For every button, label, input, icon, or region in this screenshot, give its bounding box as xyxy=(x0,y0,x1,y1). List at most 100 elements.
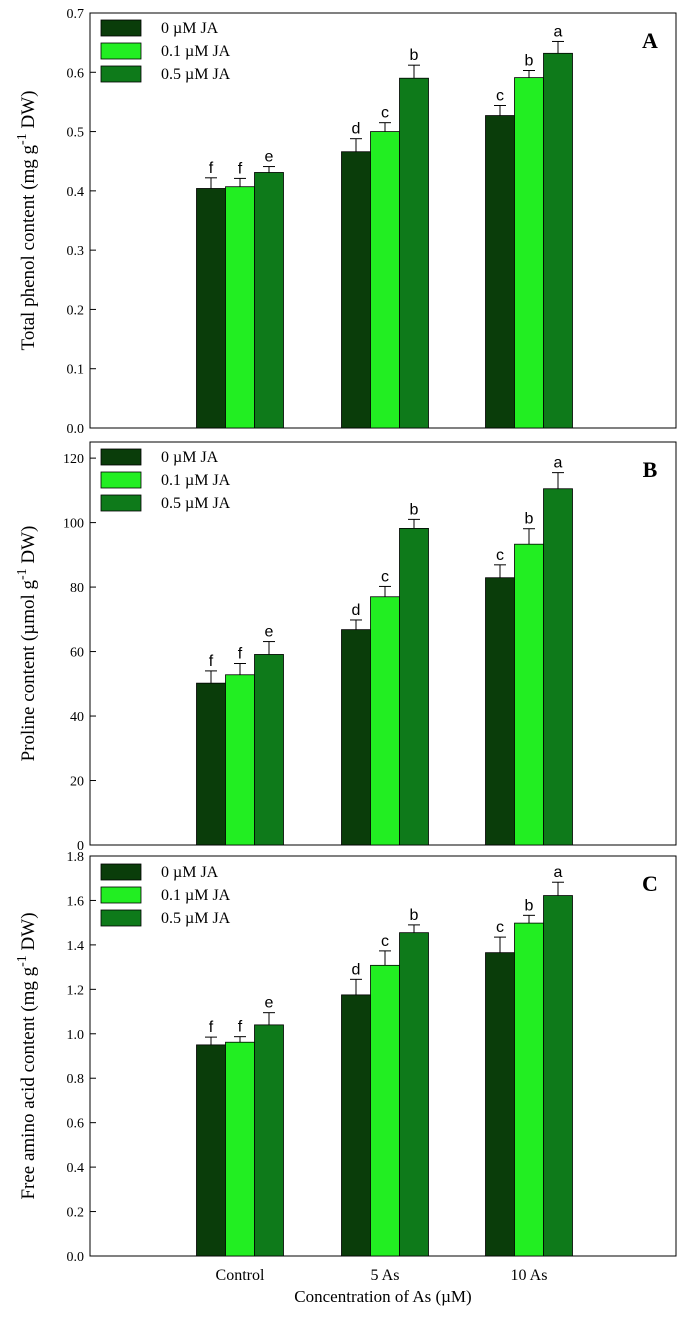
significance-letter: e xyxy=(265,995,274,1012)
legend-swatch xyxy=(100,65,142,83)
bar xyxy=(341,629,371,846)
legend-swatch xyxy=(100,471,142,489)
y-tick-label: 0 xyxy=(77,839,84,854)
significance-letter: b xyxy=(525,53,534,70)
y-tick-label: 0.2 xyxy=(67,303,85,318)
significance-letter: a xyxy=(554,23,563,40)
legend-label: 0.1 µM JA xyxy=(161,887,231,904)
y-tick-label: 0.4 xyxy=(67,185,85,200)
significance-letter: d xyxy=(352,602,361,619)
bar xyxy=(514,922,544,1257)
y-tick-label: 0.8 xyxy=(67,1072,85,1087)
y-axis-label: Free amino acid content (mg g-1 DW) xyxy=(15,912,39,1199)
x-category-label: Control xyxy=(216,1267,265,1284)
y-tick-label: 1.2 xyxy=(67,983,85,998)
bar xyxy=(254,172,284,429)
y-tick-label: 120 xyxy=(63,452,84,467)
bar xyxy=(370,131,400,429)
legend-label: 0 µM JA xyxy=(161,864,219,881)
significance-letter: e xyxy=(265,149,274,166)
y-axis-label: Proline content (µmol g-1 DW) xyxy=(15,526,39,762)
significance-letter: c xyxy=(381,568,389,585)
legend-swatch xyxy=(100,494,142,512)
bar xyxy=(485,952,515,1257)
bar xyxy=(225,1041,255,1257)
significance-letter: b xyxy=(525,511,534,528)
bar xyxy=(225,186,255,429)
y-tick-label: 0.3 xyxy=(67,244,85,259)
y-tick-label: 1.0 xyxy=(67,1028,85,1043)
y-tick-label: 1.4 xyxy=(67,939,85,954)
bar xyxy=(514,543,544,846)
significance-letter: f xyxy=(209,1019,214,1036)
legend-label: 0.1 µM JA xyxy=(161,472,231,489)
y-tick-label: 100 xyxy=(63,517,84,532)
bar xyxy=(254,1024,284,1257)
legend-label: 0 µM JA xyxy=(161,449,219,466)
panel-letter: A xyxy=(642,28,658,53)
legend-swatch xyxy=(100,19,142,37)
panels: 0.0 0.1 0.2 0.3 0.4 0.5 0.6 0.7 Total phenol con… xyxy=(15,7,677,1265)
x-category-label: 10 As xyxy=(511,1267,548,1284)
y-tick-label: 0.0 xyxy=(67,1250,85,1265)
chart-panel-a: 0.0 0.1 0.2 0.3 0.4 0.5 0.6 0.7 Total phenol con… xyxy=(15,7,677,437)
significance-letter: f xyxy=(209,653,214,670)
y-tick-label: 0.7 xyxy=(67,7,85,22)
chart-panel-c: 0.0 0.2 0.4 0.6 0.8 1.0 1.2 1.4 1.6 1.8 Free amino… xyxy=(15,850,677,1265)
bar xyxy=(196,188,226,429)
bar xyxy=(514,77,544,429)
panel-letter: B xyxy=(643,457,658,482)
bar xyxy=(399,77,429,429)
significance-letter: c xyxy=(381,105,389,122)
y-tick-label: 0.2 xyxy=(67,1206,85,1221)
chart-panel-b: 0 20 40 60 80 100 120 Proline content (µmol g-1… xyxy=(15,441,677,854)
bar xyxy=(196,682,226,846)
significance-letter: b xyxy=(410,501,419,518)
significance-letter: a xyxy=(554,864,563,881)
bar xyxy=(399,932,429,1257)
y-tick-label: 40 xyxy=(70,710,84,725)
y-tick-label: 20 xyxy=(70,775,84,790)
y-tick-label: 1.6 xyxy=(67,894,85,909)
significance-letter: f xyxy=(238,645,243,662)
bar xyxy=(196,1044,226,1257)
bar xyxy=(543,52,573,429)
legend-label: 0.5 µM JA xyxy=(161,910,231,927)
y-tick-label: 0.4 xyxy=(67,1161,85,1176)
bar xyxy=(485,577,515,846)
significance-letter: c xyxy=(381,933,389,950)
significance-letter: a xyxy=(554,455,563,472)
bar xyxy=(370,596,400,846)
legend-swatch xyxy=(100,448,142,466)
x-category-label: 5 As xyxy=(371,1267,400,1284)
bar xyxy=(225,674,255,846)
significance-letter: b xyxy=(410,47,419,64)
y-tick-label: 1.8 xyxy=(67,850,85,865)
significance-letter: b xyxy=(525,897,534,914)
bar xyxy=(341,151,371,429)
significance-letter: e xyxy=(265,624,274,641)
bar xyxy=(399,528,429,846)
bar xyxy=(341,994,371,1257)
bar xyxy=(485,115,515,429)
significance-letter: c xyxy=(496,919,504,936)
bar xyxy=(370,964,400,1257)
y-tick-label: 0.6 xyxy=(67,1117,85,1132)
significance-letter: c xyxy=(496,547,504,564)
significance-letter: b xyxy=(410,907,419,924)
panel-letter: C xyxy=(642,871,658,896)
legend-label: 0 µM JA xyxy=(161,20,219,37)
legend-label: 0.5 µM JA xyxy=(161,66,231,83)
legend-swatch xyxy=(100,42,142,60)
significance-letter: c xyxy=(496,87,504,104)
significance-letter: d xyxy=(352,121,361,138)
y-tick-label: 60 xyxy=(70,646,84,661)
x-axis-label: Concentration of As (µM) xyxy=(294,1287,471,1306)
legend-swatch xyxy=(100,886,142,904)
y-tick-label: 80 xyxy=(70,581,84,596)
y-tick-label: 0.6 xyxy=(67,66,85,81)
bar xyxy=(543,488,573,846)
legend-label: 0.1 µM JA xyxy=(161,43,231,60)
y-tick-label: 0.1 xyxy=(67,363,85,378)
